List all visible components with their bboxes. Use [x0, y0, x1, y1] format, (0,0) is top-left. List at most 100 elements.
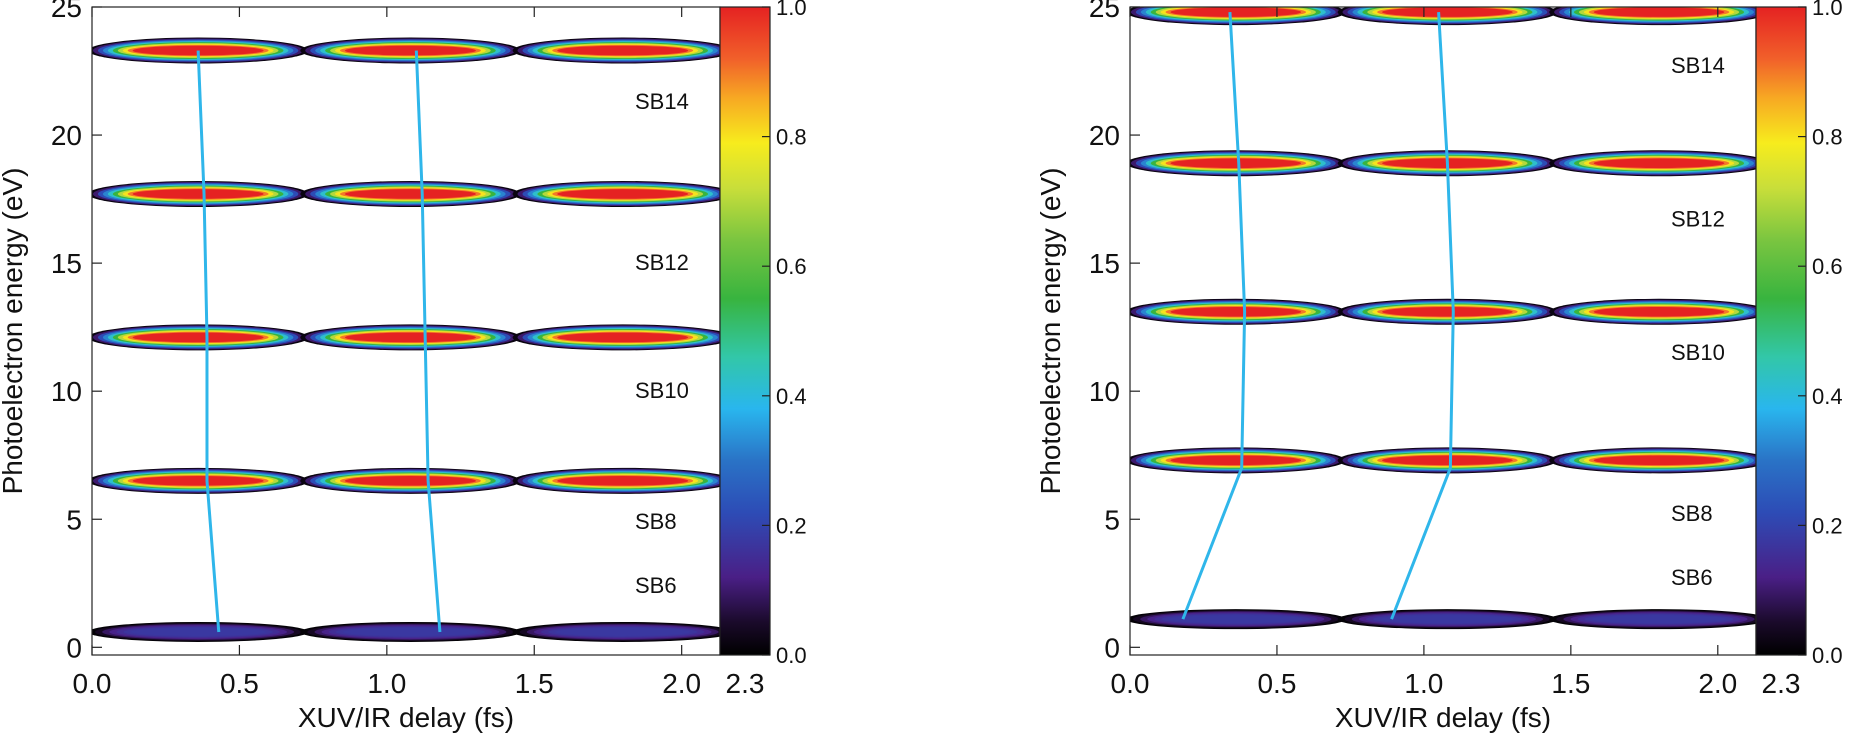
- heatmap-contour: [557, 332, 689, 343]
- y-tick-label: 0: [1104, 632, 1120, 663]
- heatmap-band: [1130, 298, 1756, 325]
- heatmap-contour: [132, 189, 264, 199]
- heatmap-lobe: [512, 467, 720, 494]
- heatmap-lobe: [92, 37, 309, 64]
- colorbar: [719, 6, 771, 656]
- sideband-label: SB12: [635, 250, 689, 275]
- heatmap-lobe: [92, 180, 309, 207]
- heatmap-contour: [1593, 455, 1725, 466]
- heatmap-contour: [1382, 455, 1513, 466]
- heatmap-band: [92, 621, 924, 642]
- heatmap-contour: [760, 331, 911, 344]
- heatmap-lobe: [1549, 298, 1756, 325]
- colorbar-tick-label: 0.6: [1812, 254, 1843, 279]
- heatmap-lobe: [1549, 7, 1756, 26]
- colorbar-tick-label: 0.0: [776, 643, 807, 668]
- heatmap-contour: [1800, 455, 1850, 466]
- sideband-label: SB14: [635, 89, 689, 114]
- heatmap-band: [1130, 7, 1756, 26]
- heatmap-lobe: [1337, 609, 1558, 630]
- heatmap-lobe: [1337, 7, 1558, 26]
- heatmap-contour: [557, 189, 689, 199]
- chart-panel-1: SB6 SB8 SB10 SB12 SB14 0.0 0.5 1.0 1.5 2.0 2.3 0 5 10…: [0, 0, 926, 733]
- heatmap-contour: [755, 473, 916, 488]
- delay-line-2: [1390, 12, 1455, 620]
- x-tick-label: 2.3: [1762, 668, 1801, 699]
- heatmap-lobe: [300, 467, 521, 494]
- delay-line-2: [414, 50, 442, 633]
- sideband-label: SB6: [635, 573, 677, 598]
- x-tick-label: 0.0: [73, 668, 112, 699]
- heatmap-contour: [344, 45, 476, 56]
- colorbar-tick-label: 0.2: [776, 513, 807, 538]
- heatmap-band: [1130, 150, 1850, 177]
- sideband-label: SB8: [635, 509, 677, 534]
- heatmap-lobe: [1549, 150, 1756, 177]
- heatmap-contour: [1591, 615, 1727, 624]
- heatmap-contour: [753, 626, 917, 638]
- heatmap-contour: [755, 330, 916, 345]
- heatmap-contour: [344, 332, 476, 343]
- x-tick-label: 1.5: [1551, 668, 1590, 699]
- heatmap-contour: [1170, 306, 1302, 317]
- heatmap-lobe: [92, 467, 309, 494]
- heatmap-contour: [767, 628, 902, 636]
- y-tick-label: 5: [66, 504, 82, 535]
- heatmap-contour: [764, 188, 905, 199]
- heatmap-contour: [746, 625, 924, 639]
- y-tick-label: 25: [51, 0, 82, 23]
- x-tick-label: 1.0: [1404, 668, 1443, 699]
- heatmap-band: [92, 37, 720, 64]
- heatmap-contour: [1379, 615, 1515, 624]
- heatmap-contour: [1170, 158, 1302, 169]
- heatmap-contour: [555, 627, 691, 636]
- heatmap-contour: [1170, 7, 1302, 17]
- heatmap-lobe: [1130, 447, 1346, 474]
- x-tick-label: 2.3: [726, 668, 765, 699]
- heatmap-contour: [745, 471, 926, 490]
- sideband-label: SB6: [1671, 565, 1713, 590]
- heatmap-contour: [764, 332, 905, 343]
- colorbar-tick-label: 0.8: [776, 125, 807, 150]
- heatmap-contour: [1168, 615, 1304, 624]
- heatmap-lobe: [1549, 447, 1756, 474]
- y-tick-label: 5: [1104, 504, 1120, 535]
- heatmap-contour: [1382, 306, 1513, 317]
- heatmap-lobe: [92, 621, 309, 642]
- heatmap-contour: [344, 476, 476, 486]
- heatmap-contour: [132, 45, 264, 56]
- chart-panel-2: SB6 SB8 SB10 SB12 SB14 0.0 0.5 1.0 1.5 2.0 2.3 0 5 10…: [1035, 0, 1850, 733]
- heatmap-lobe: [512, 621, 720, 642]
- delay-line-1: [196, 50, 221, 633]
- heatmap-contour: [130, 627, 266, 636]
- heatmap-contour: [750, 472, 921, 489]
- x-axis-title: XUV/IR delay (fs): [1335, 702, 1551, 733]
- sideband-label: SB8: [1671, 501, 1713, 526]
- heatmap-contour: [1382, 7, 1513, 17]
- heatmap-band: [92, 180, 905, 207]
- heatmap-band: [1130, 447, 1850, 474]
- heatmap-contour: [760, 627, 909, 637]
- heatmap-contour: [1800, 158, 1850, 169]
- colorbar-tick-label: 0.8: [1812, 125, 1843, 150]
- heatmap-lobe: [1130, 7, 1346, 26]
- heatmap-bands: [92, 37, 926, 642]
- heatmap-contour: [342, 627, 479, 636]
- heatmap-lobe: [92, 324, 309, 351]
- colorbar-tick-label: 1.0: [1812, 0, 1843, 20]
- heatmap-band: [92, 324, 916, 351]
- heatmap-lobe: [1130, 298, 1346, 325]
- heatmap-lobe: [1130, 150, 1346, 177]
- colorbar-tick-label: 0.4: [1812, 384, 1843, 409]
- y-axis-title: Photoelectron energy (eV): [0, 168, 28, 495]
- heatmap-contour: [769, 189, 900, 199]
- heatmap-lobe: [300, 324, 521, 351]
- heatmap-contour: [1593, 158, 1725, 169]
- heatmap-lobe: [512, 37, 720, 64]
- heatmap-contour: [132, 332, 264, 343]
- heatmap-lobe: [1130, 609, 1346, 630]
- heatmap-lobe: [1337, 298, 1558, 325]
- heatmap-band: [92, 467, 926, 494]
- sideband-label: SB10: [1671, 340, 1725, 365]
- heatmap-lobe: [300, 621, 521, 642]
